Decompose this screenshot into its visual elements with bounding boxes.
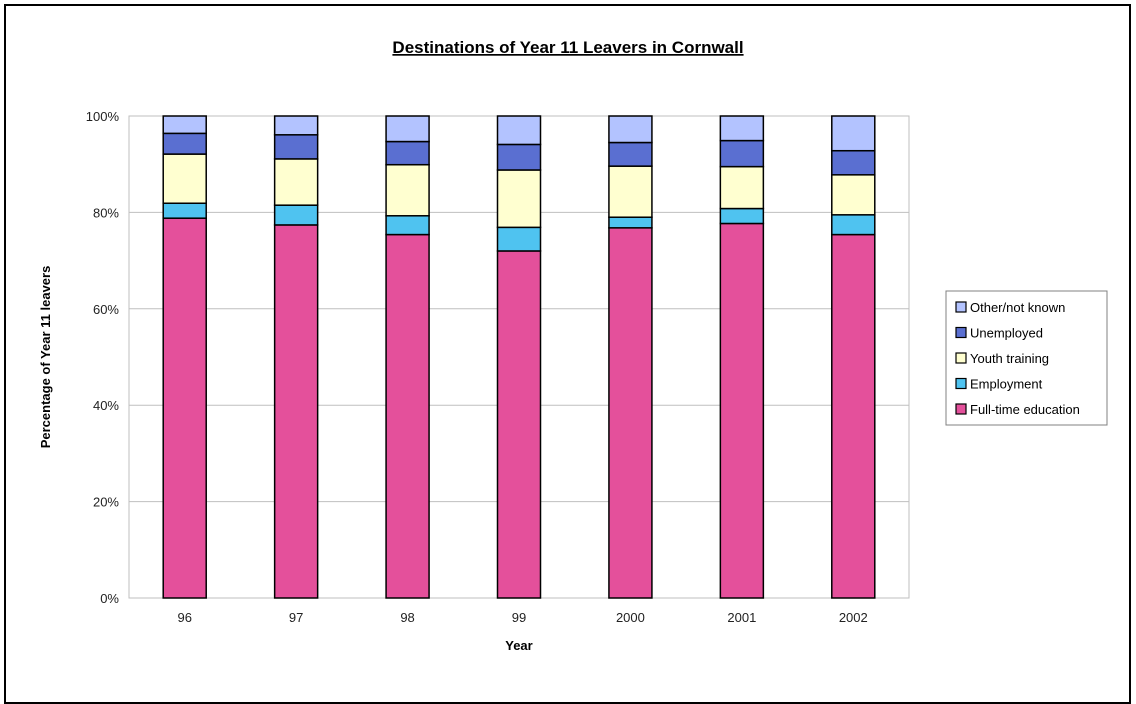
legend-label: Unemployed [970,326,1043,341]
bars [162,115,876,599]
bar-segment-youth-training [273,158,319,206]
bar-segment-employment [385,215,430,236]
bar-segment-other-not-known [496,115,542,146]
bar-segment-employment [831,214,876,236]
bar-segment-full-time-education [273,224,319,599]
bar-segment-youth-training [162,153,207,204]
chart-title: Destinations of Year 11 Leavers in Cornw… [392,38,743,57]
bar-segment-unemployed [273,134,319,160]
y-tick-label: 100% [86,109,120,124]
bar-segment-youth-training [831,174,876,216]
bar-segment-other-not-known [385,115,430,143]
legend-swatch [955,352,967,364]
legend-box [945,290,1108,426]
x-tick-label: 98 [400,610,414,625]
x-axis-ticks: 96 97 98 99 2000 2001 2002 [177,610,867,625]
bar-segment-full-time-education [496,250,542,599]
bar-segment-unemployed [608,141,653,167]
bar-segment-full-time-education [162,217,207,599]
bar-segment-employment [273,204,319,226]
legend-label: Youth training [970,351,1049,366]
bar-segment-employment [719,207,765,225]
x-tick-label: 2002 [839,610,868,625]
bar-segment-other-not-known [273,115,319,136]
y-tick-label: 60% [93,302,119,317]
bar-segment-other-not-known [608,115,653,144]
bar-segment-full-time-education [608,227,653,599]
bar-segment-employment [608,216,653,229]
legend-swatch [955,377,967,390]
legend-swatch [955,326,967,339]
y-tick-label: 0% [100,591,119,606]
bar-segment-unemployed [831,149,876,176]
bar-segment-other-not-known [719,115,765,142]
y-axis-label: Percentage of Year 11 leavers [38,266,53,449]
bar-segment-unemployed [719,139,765,168]
bar-segment-youth-training [719,165,765,210]
x-axis-label: Year [505,638,532,653]
x-tick-label: 2001 [727,610,756,625]
bar-segment-full-time-education [719,222,765,599]
x-tick-label: 96 [177,610,191,625]
y-axis-ticks: 0% 20% 40% 60% 80% 100% [86,109,120,606]
x-tick-label: 99 [512,610,526,625]
bar-segment-youth-training [608,165,653,218]
bar-segment-employment [162,202,207,219]
legend-label: Employment [970,377,1043,392]
bar-segment-full-time-education [831,233,876,599]
y-tick-label: 80% [93,205,119,220]
legend: Other/not known Unemployed Youth training E… [945,290,1108,426]
bar-segment-unemployed [385,140,430,166]
x-tick-label: 97 [289,610,303,625]
legend-swatch [955,403,967,415]
bar-segment-other-not-known [162,115,207,135]
y-tick-label: 20% [93,495,119,510]
y-tick-label: 40% [93,398,119,413]
bar-segment-youth-training [496,169,542,229]
legend-label: Other/not known [970,300,1065,315]
legend-label: Full-time education [970,402,1080,417]
x-tick-label: 2000 [616,610,645,625]
bar-segment-other-not-known [831,115,876,152]
bar-segment-unemployed [162,132,207,155]
bar-segment-youth-training [385,163,430,217]
bar-segment-full-time-education [385,233,430,599]
bar-segment-employment [496,226,542,252]
bar-segment-unemployed [496,143,542,171]
legend-swatch [955,301,967,313]
